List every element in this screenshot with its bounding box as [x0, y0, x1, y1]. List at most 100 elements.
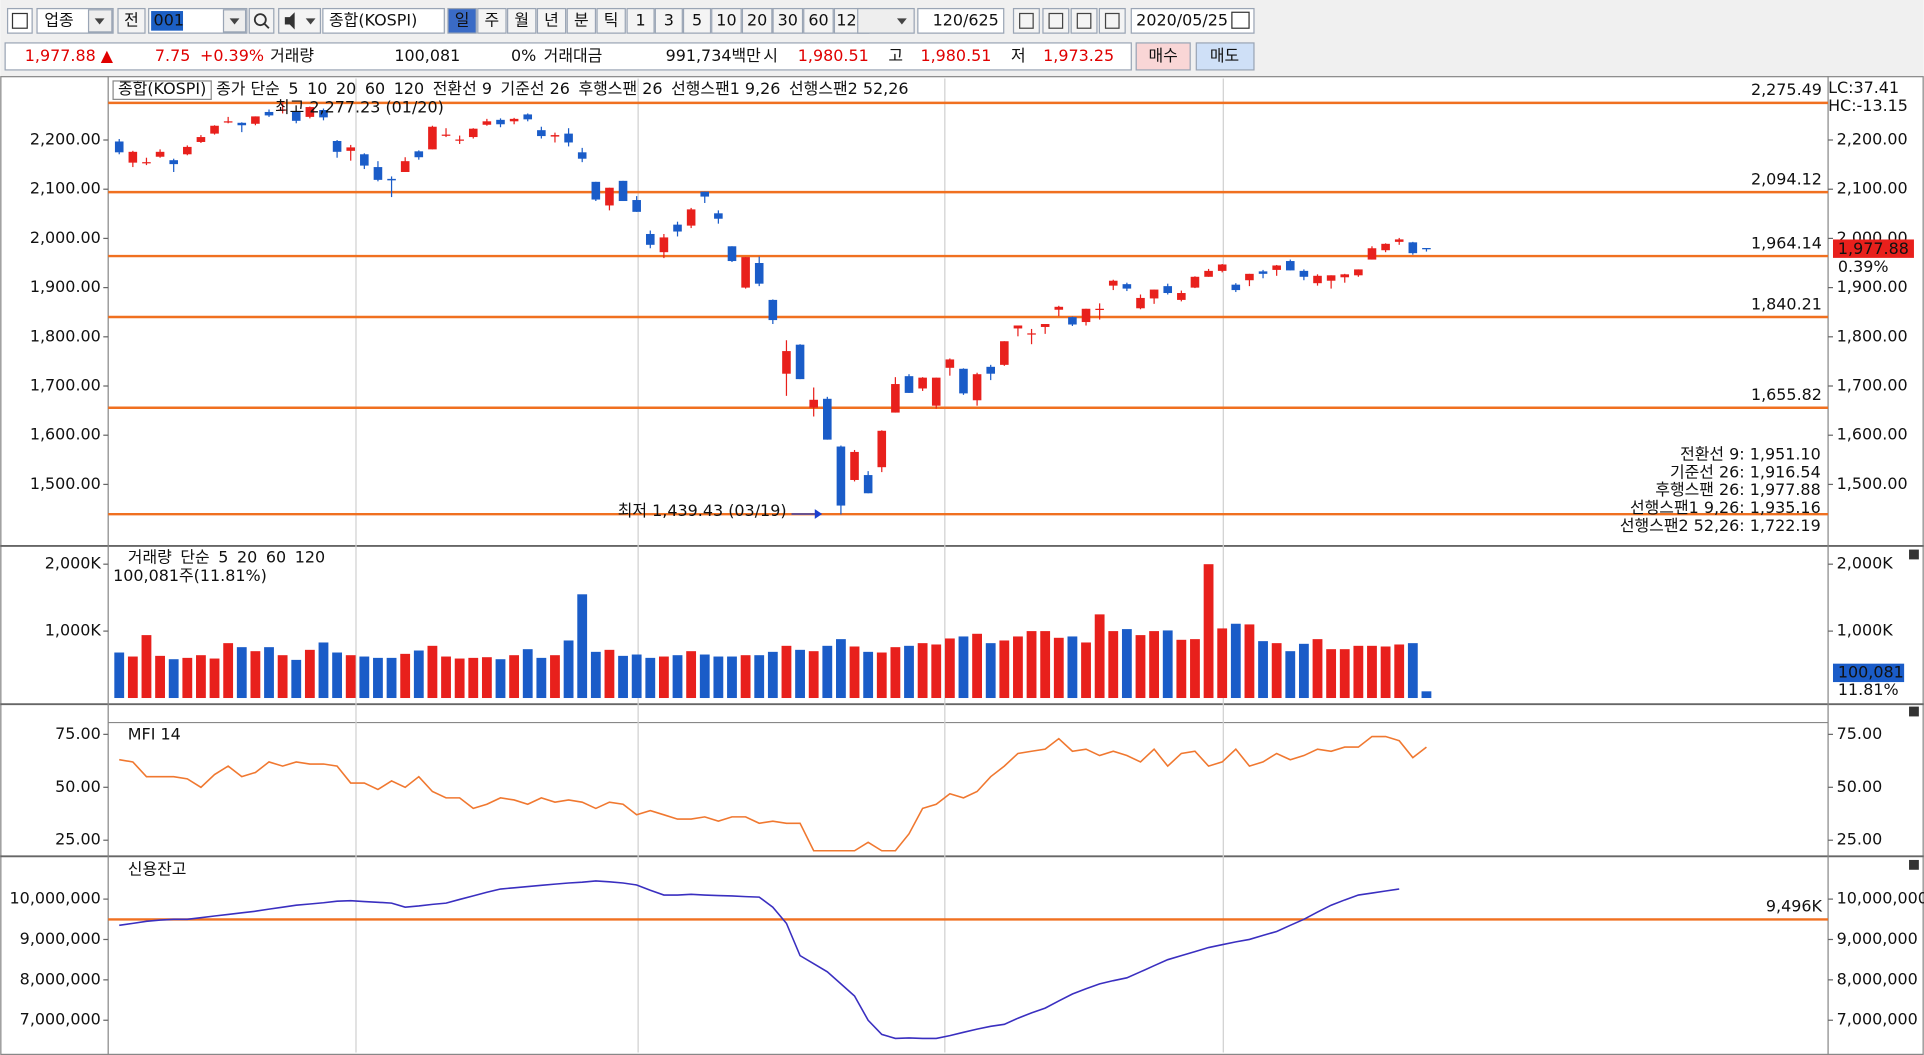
volume-bar: [740, 655, 751, 699]
quote-rate: +0.39%: [200, 46, 264, 65]
minute-button[interactable]: [711, 7, 742, 34]
search-button[interactable]: [248, 7, 275, 34]
y-tick-label: 2,100.00: [1837, 179, 1908, 198]
candle-body: [577, 152, 587, 159]
y-tick-label: 1,900.00: [1837, 277, 1908, 296]
last-change: 0.39%: [1838, 257, 1889, 276]
buy-button[interactable]: [1135, 42, 1191, 71]
candle-body: [605, 187, 614, 206]
minute-button[interactable]: [626, 7, 655, 34]
calendar-icon: [1231, 11, 1250, 29]
volume-bar: [1380, 646, 1391, 699]
prev-button[interactable]: [117, 7, 146, 34]
sell-text: 매도: [1210, 46, 1239, 65]
volume-bar: [1026, 631, 1037, 699]
candle-body: [237, 122, 247, 126]
minute-text: 1: [636, 10, 646, 29]
period-button[interactable]: [566, 7, 597, 34]
volume-bar: [822, 645, 833, 699]
volume-bar: [1285, 651, 1296, 699]
volume-bar: [155, 655, 165, 699]
minute-button[interactable]: [741, 7, 773, 34]
minute-button[interactable]: [772, 7, 804, 34]
volume-bar: [1094, 614, 1105, 699]
legend-item: 기준선 26: [501, 79, 570, 98]
candle-body: [1108, 280, 1118, 286]
quote-volume-ratio: 0%: [511, 46, 536, 65]
minute-text: 60: [808, 10, 828, 29]
dropdown-arrow: [305, 18, 316, 25]
unit-select[interactable]: [857, 7, 915, 34]
volume-bar: [318, 642, 329, 699]
volume-bar: [985, 643, 996, 699]
volume-bar: [1162, 630, 1173, 699]
volume-bar: [1013, 636, 1023, 699]
candle-body: [1367, 248, 1377, 260]
candle-body: [278, 109, 287, 111]
candle-body: [428, 126, 437, 150]
high-annotation: 최고 2,277.23 (01/20): [275, 97, 444, 116]
tool-button[interactable]: [1042, 7, 1070, 34]
tool-button[interactable]: [1070, 7, 1098, 34]
y-tick-label: 10,000,000: [1837, 889, 1924, 908]
y-tick-label: 2,000K: [45, 554, 102, 573]
volume-bar: [1367, 645, 1377, 699]
dropdown-arrow: [229, 18, 240, 25]
sell-button[interactable]: [1195, 42, 1255, 71]
candle-body: [1354, 269, 1363, 276]
candle-body: [618, 180, 628, 202]
volume-bar: [127, 656, 138, 699]
candle-body: [455, 139, 464, 141]
candle-body: [564, 133, 573, 143]
volume-bar: [590, 651, 601, 699]
candle-body: [823, 398, 832, 440]
volume-bar: [1149, 631, 1160, 699]
buy-text: 매수: [1149, 46, 1178, 65]
volume-bar: [1230, 623, 1241, 699]
volume-bar: [359, 656, 370, 699]
minute-button[interactable]: [682, 7, 712, 34]
candle-body: [673, 224, 682, 232]
candle-body: [686, 209, 696, 226]
minute-button[interactable]: [803, 7, 834, 34]
menu-button[interactable]: [6, 7, 33, 34]
quote-high: 1,980.51: [920, 46, 991, 65]
period-button[interactable]: [596, 7, 626, 34]
candle-body: [904, 376, 914, 393]
y-tick-label: 1,600.00: [30, 425, 101, 444]
tool-button[interactable]: [1098, 7, 1126, 34]
volume-bar: [686, 651, 697, 699]
period-button[interactable]: [507, 7, 537, 34]
candle-body: [550, 135, 560, 137]
y-tick-label: 25.00: [1837, 830, 1883, 849]
y-tick-label: 1,700.00: [30, 376, 101, 395]
volume-bar: [509, 655, 520, 699]
minute-button[interactable]: [654, 7, 683, 34]
volume-bar: [236, 647, 247, 699]
volume-bar: [727, 656, 737, 699]
legend-item: 단순: [180, 548, 209, 567]
volume-bar: [999, 640, 1010, 699]
candle-body: [863, 475, 873, 494]
period-button[interactable]: [447, 7, 477, 34]
candle-body: [414, 151, 424, 158]
legend-item: 20: [336, 79, 356, 98]
tool-button[interactable]: [1012, 7, 1040, 34]
volume-bar: [618, 655, 628, 699]
candle-body: [1190, 276, 1200, 288]
candle-body: [782, 351, 791, 374]
volume-bar: [495, 659, 506, 699]
y-tick-label: 50.00: [55, 777, 101, 796]
y-tick-label: 75.00: [1837, 724, 1883, 743]
minute-text: 10: [716, 10, 736, 29]
y-tick-label: 9,000,000: [1837, 929, 1918, 948]
candle-body: [441, 134, 451, 136]
quote-change: 7.75: [155, 46, 191, 65]
period-button[interactable]: [477, 7, 507, 34]
legend-item: 20: [237, 548, 257, 567]
period-button[interactable]: [536, 7, 567, 34]
candle-body: [1095, 308, 1104, 310]
chart-subtitle: 100,081주(11.81%): [113, 566, 267, 585]
minute-text: 3: [664, 10, 674, 29]
